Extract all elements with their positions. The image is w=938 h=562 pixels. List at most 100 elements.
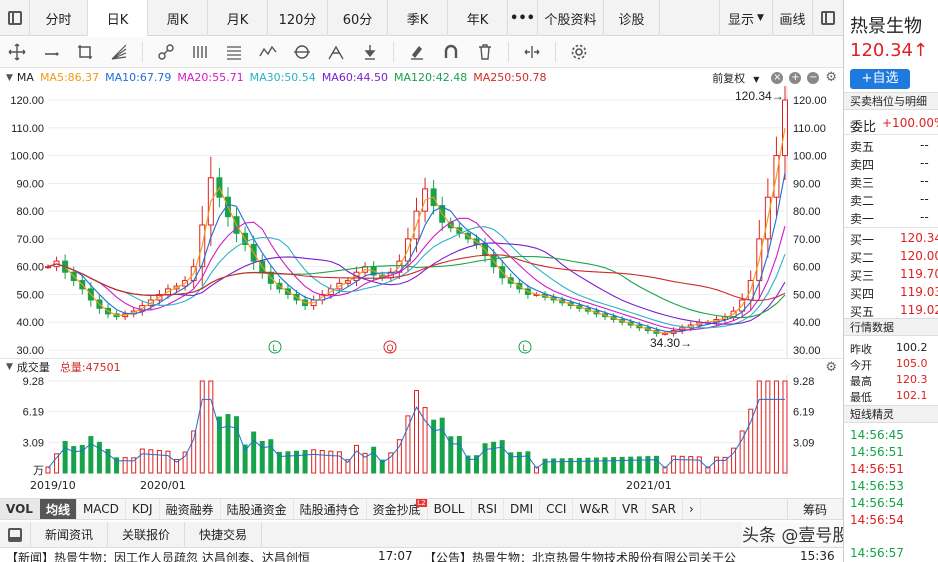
price-tick-right: 40.00 [793, 317, 821, 329]
trash-icon[interactable] [468, 38, 502, 66]
indicator-rsi[interactable]: RSI [472, 499, 504, 519]
quote-panel: 热景生物 120.34↑ +自选 买卖档位与明细 委比 +100.00% 卖五 … [843, 0, 938, 562]
trade-time[interactable]: 14:56:54 [850, 513, 904, 527]
indicator-northbound-holdings[interactable]: 陆股通持仓 [294, 499, 367, 519]
collapse-icon[interactable]: ▼ [6, 362, 13, 372]
indicator-bottom-fishing[interactable]: 资金抄底 L2 [367, 499, 428, 519]
cycle-icon[interactable] [285, 38, 319, 66]
collapse-icon[interactable]: ▼ [6, 72, 13, 83]
trade-time[interactable]: 14:56:54 [850, 496, 904, 510]
close-icon[interactable]: × [771, 71, 784, 84]
news-item[interactable]: 【公告】热景生物：北京热景生物技术股份有限公司关于公 [424, 549, 736, 562]
candle-body [782, 99, 788, 157]
add-watchlist-button[interactable]: +自选 [850, 69, 910, 89]
news-item[interactable]: 【新闻】热景生物：因工作人员疏忽 达昌创泰、达昌创恒 [6, 549, 310, 562]
chip-distribution-button[interactable]: 筹码 [787, 499, 843, 519]
display-menu-button[interactable]: 显示 ▼ [719, 0, 773, 36]
tab-intraday[interactable]: 分时 [30, 0, 88, 36]
price-tick-left: 70.00 [16, 234, 44, 246]
indicator-wr[interactable]: W&R [573, 499, 616, 519]
indicator-ma[interactable]: 均线 [39, 499, 77, 519]
volume-chart[interactable]: 9.28 9.28 6.19 6.19 3.09 3.09 万 [0, 375, 843, 477]
indicator-margin[interactable]: 融资融券 [160, 499, 221, 519]
quote-data-title: 行情数据 [844, 318, 938, 336]
spread-icon[interactable] [515, 38, 549, 66]
tab-yearly-k[interactable]: 年K [448, 0, 508, 36]
trade-time[interactable]: 14:56:45 [850, 428, 904, 442]
buy5-label: 买五 [850, 305, 875, 319]
arrow-down-icon[interactable] [353, 38, 387, 66]
indicator-kdj[interactable]: KDJ [126, 499, 160, 519]
indicator-sar[interactable]: SAR [646, 499, 683, 519]
link-icon[interactable] [149, 38, 183, 66]
volume-unit: 万 [33, 465, 44, 477]
volume-bar [54, 453, 60, 474]
indicator-vol[interactable]: VOL [0, 499, 40, 519]
panel-toggle-icon[interactable] [813, 0, 843, 36]
adjust-mode-button[interactable]: 前复权 ▼ [712, 70, 765, 86]
indicator-dmi[interactable]: DMI [504, 499, 541, 519]
levels-icon[interactable] [217, 38, 251, 66]
tab-daily-k[interactable]: 日K [88, 0, 148, 36]
sidebar-toggle-icon[interactable] [0, 0, 30, 36]
zoom-in-icon[interactable]: + [789, 71, 802, 84]
ma60-value: MA60:44.50 [321, 71, 389, 84]
more-tabs-button[interactable]: ••• [508, 0, 538, 36]
eraser-icon[interactable] [400, 38, 434, 66]
price-tick-right: 50.00 [793, 289, 821, 301]
tab-120min[interactable]: 120分 [268, 0, 328, 36]
ma10-value: MA10:67.79 [105, 71, 172, 84]
buy4-value: 119.03 [900, 285, 938, 299]
trade-time[interactable]: 14:56:51 [850, 462, 904, 476]
x-tick: 2021/01 [626, 479, 672, 492]
panel-toggle-icon[interactable] [0, 521, 31, 548]
parallel-icon[interactable] [183, 38, 217, 66]
indicator-vr[interactable]: VR [616, 499, 646, 519]
volume-bar [71, 446, 77, 474]
indicator-macd[interactable]: MACD [77, 499, 126, 519]
kline-chart[interactable]: 120.00 120.00 110.00 110.00 100.00 100.00 90.0… [0, 86, 843, 358]
wave-icon[interactable] [251, 38, 285, 66]
tab-stock-profile[interactable]: 个股资料 [538, 0, 604, 36]
trade-time[interactable]: 14:56:51 [850, 445, 904, 459]
volume-bar [371, 446, 377, 474]
tab-related-quotes[interactable]: 关联报价 [108, 521, 186, 548]
magnet-icon[interactable] [434, 38, 468, 66]
tab-quick-trade[interactable]: 快捷交易 [185, 521, 263, 548]
zoom-out-icon[interactable]: − [807, 71, 820, 84]
volume-bar [362, 452, 368, 474]
crop-icon[interactable] [68, 38, 102, 66]
draw-line-button[interactable]: 画线 [773, 0, 813, 36]
price-tick-left: 90.00 [16, 178, 44, 190]
orderbook-title: 买卖档位与明细 [844, 92, 938, 110]
tab-monthly-k[interactable]: 月K [208, 0, 268, 36]
volume-tick-left: 3.09 [23, 437, 44, 449]
line-icon[interactable] [34, 38, 68, 66]
tab-weekly-k[interactable]: 周K [148, 0, 208, 36]
volume-bar [276, 451, 282, 474]
gear-icon[interactable]: ⚙ [825, 359, 837, 375]
tab-quarterly-k[interactable]: 季K [388, 0, 448, 36]
ma-line [47, 127, 786, 334]
indicator-boll[interactable]: BOLL [428, 499, 472, 519]
high-annotation: 120.34→ [735, 89, 784, 103]
tab-diagnosis[interactable]: 诊股 [604, 0, 660, 36]
chevron-right-icon[interactable]: › [683, 499, 701, 519]
tab-news[interactable]: 新闻资讯 [31, 521, 109, 548]
volume-label: 成交量 [16, 361, 50, 374]
fan-icon[interactable] [102, 38, 136, 66]
indicator-cci[interactable]: CCI [540, 499, 574, 519]
pattern-icon[interactable] [319, 38, 353, 66]
move-icon[interactable] [0, 38, 34, 66]
volume-bar [636, 456, 642, 474]
gear-icon[interactable]: ⚙ [825, 70, 837, 85]
ma20-value: MA20:55.71 [177, 71, 244, 84]
volume-bar [671, 455, 677, 474]
indicator-northbound-flow[interactable]: 陆股通资金 [221, 499, 294, 519]
ma-line [47, 217, 786, 331]
settings-icon[interactable] [562, 38, 596, 66]
tab-60min[interactable]: 60分 [328, 0, 388, 36]
volume-bar [499, 440, 505, 474]
trade-time[interactable]: 14:56:53 [850, 479, 904, 493]
trade-time[interactable]: 14:56:57 [850, 546, 904, 560]
